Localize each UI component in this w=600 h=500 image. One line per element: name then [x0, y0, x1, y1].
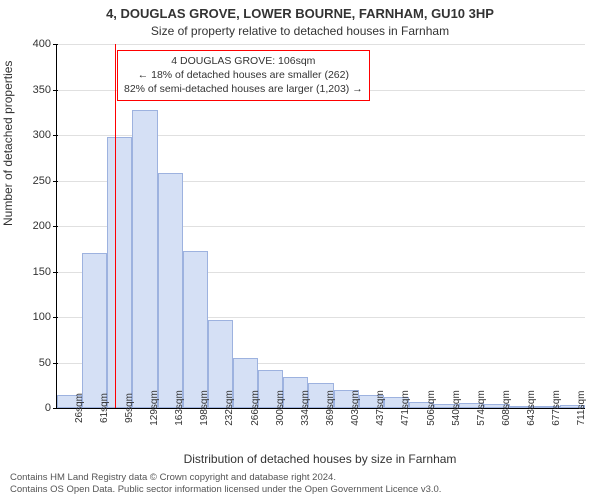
chart-plot-area: 4 DOUGLAS GROVE: 106sqm← 18% of detached…	[56, 44, 585, 409]
x-tick-label: 369sqm	[321, 390, 336, 426]
x-tick-label: 677sqm	[547, 390, 562, 426]
y-tick-label: 150	[33, 266, 57, 278]
y-tick-label: 300	[33, 129, 57, 141]
x-axis-label: Distribution of detached houses by size …	[56, 452, 584, 466]
histogram-bar	[158, 173, 183, 408]
x-tick-label: 506sqm	[422, 390, 437, 426]
histogram-bar	[107, 137, 132, 408]
x-tick-label: 266sqm	[246, 390, 261, 426]
y-tick-label: 100	[33, 311, 57, 323]
footer-attribution: Contains HM Land Registry data © Crown c…	[10, 472, 441, 496]
x-tick-label: 300sqm	[271, 390, 286, 426]
y-tick-label: 250	[33, 175, 57, 187]
x-tick-label: 232sqm	[220, 390, 235, 426]
x-tick-label: 26sqm	[70, 393, 85, 423]
x-tick-label: 608sqm	[497, 390, 512, 426]
x-tick-label: 403sqm	[346, 390, 361, 426]
y-tick-label: 50	[39, 357, 57, 369]
x-tick-label: 95sqm	[120, 393, 135, 423]
footer-line-2: Contains OS Open Data. Public sector inf…	[10, 484, 441, 496]
x-tick-label: 471sqm	[396, 390, 411, 426]
y-tick-label: 0	[45, 402, 57, 414]
y-axis-label: Number of detached properties	[1, 61, 15, 226]
footer-line-1: Contains HM Land Registry data © Crown c…	[10, 472, 441, 484]
marker-line	[115, 44, 116, 408]
x-tick-label: 198sqm	[195, 390, 210, 426]
histogram-bar	[183, 251, 208, 408]
x-tick-label: 540sqm	[447, 390, 462, 426]
y-tick-label: 400	[33, 38, 57, 50]
histogram-bar	[82, 253, 107, 408]
x-tick-label: 334sqm	[296, 390, 311, 426]
y-tick-label: 350	[33, 84, 57, 96]
y-tick-label: 200	[33, 220, 57, 232]
annotation-line: 4 DOUGLAS GROVE: 106sqm	[124, 54, 363, 68]
page-title: 4, DOUGLAS GROVE, LOWER BOURNE, FARNHAM,…	[0, 6, 600, 21]
x-tick-label: 643sqm	[522, 390, 537, 426]
annotation-box: 4 DOUGLAS GROVE: 106sqm← 18% of detached…	[117, 50, 370, 101]
x-tick-label: 437sqm	[371, 390, 386, 426]
histogram-bar	[132, 110, 157, 408]
x-tick-label: 61sqm	[95, 393, 110, 423]
x-tick-label: 129sqm	[145, 390, 160, 426]
annotation-line: 82% of semi-detached houses are larger (…	[124, 82, 363, 96]
chart-subtitle: Size of property relative to detached ho…	[0, 24, 600, 38]
x-tick-label: 711sqm	[572, 391, 587, 426]
annotation-line: ← 18% of detached houses are smaller (26…	[124, 68, 363, 82]
x-tick-label: 163sqm	[170, 390, 185, 426]
x-tick-label: 574sqm	[472, 390, 487, 426]
